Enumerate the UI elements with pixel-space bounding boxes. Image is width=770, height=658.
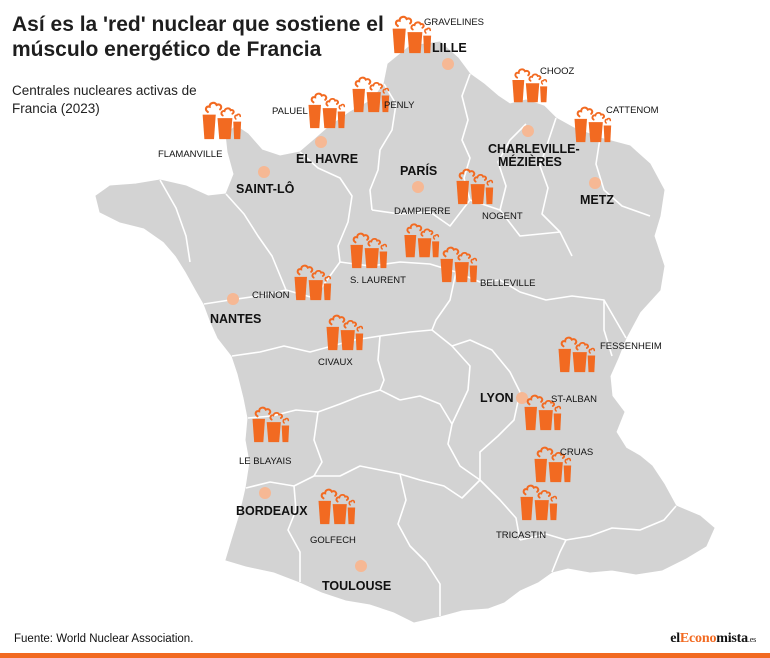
city-label-el-havre: EL HAVRE bbox=[296, 152, 358, 166]
brand-accent: Econo bbox=[679, 631, 717, 646]
plant-label-gravelines: GRAVELINES bbox=[424, 17, 484, 28]
city-label-lyon: LYON bbox=[480, 391, 514, 405]
plant-label-s-laurent: S. LAURENT bbox=[350, 275, 406, 286]
plant-label-civaux: CIVAUX bbox=[318, 357, 353, 368]
plant-icon-flamanville bbox=[201, 101, 242, 141]
plant-label-tricastin: TRICASTIN bbox=[496, 530, 546, 541]
plant-label-nogent: NOGENT bbox=[482, 211, 523, 222]
city-label-mezieres: MÉZIÈRES bbox=[498, 154, 562, 169]
plant-label-st-alban: ST-ALBAN bbox=[551, 394, 597, 405]
plant-icon-paluel bbox=[307, 92, 346, 130]
city-label-bordeaux: BORDEAUX bbox=[236, 504, 308, 518]
map-subtitle: Centrales nucleares activas de Francia (… bbox=[12, 83, 197, 116]
map-title: Así es la 'red' nuclear que sostiene el … bbox=[12, 13, 384, 61]
plant-label-dampierre: DAMPIERRE bbox=[394, 206, 450, 217]
plant-label-golfech: GOLFECH bbox=[310, 535, 356, 546]
plant-label-belleville: BELLEVILLE bbox=[480, 278, 535, 289]
brand-rest: mista bbox=[716, 631, 748, 646]
plant-label-paluel: PALUEL bbox=[272, 106, 308, 117]
city-label-saint-lo: SAINT-LÔ bbox=[236, 181, 295, 196]
city-label-metz: METZ bbox=[580, 193, 614, 207]
city-labels: LILLE EL HAVRE CHARLEVILLE- MÉZIÈRES SAI… bbox=[210, 41, 614, 593]
plant-label-cruas: CRUAS bbox=[560, 447, 593, 458]
plant-label-le-blayais: LE BLAYAIS bbox=[239, 456, 291, 467]
plant-label-chooz: CHOOZ bbox=[540, 66, 575, 77]
plant-label-cattenom: CATTENOM bbox=[606, 105, 659, 116]
city-label-charleville: CHARLEVILLE- bbox=[488, 142, 580, 156]
plant-labels: GRAVELINES CHOOZ CATTENOM PALUEL PENLY F… bbox=[158, 17, 662, 546]
city-label-nantes: NANTES bbox=[210, 312, 261, 326]
city-label-lille: LILLE bbox=[432, 41, 467, 55]
plant-label-penly: PENLY bbox=[384, 100, 415, 111]
plant-label-flamanville: FLAMANVILLE bbox=[158, 149, 222, 160]
brand-logo: elEconomista.es bbox=[670, 631, 756, 647]
brand-suffix: .es bbox=[747, 635, 756, 644]
bottom-accent-bar bbox=[0, 653, 770, 658]
source-note: Fuente: World Nuclear Association. bbox=[14, 633, 194, 645]
region-borders bbox=[159, 73, 677, 616]
city-label-paris: PARÍS bbox=[400, 163, 437, 178]
city-dots bbox=[227, 58, 601, 572]
brand-prefix: el bbox=[670, 631, 680, 646]
plant-label-fessenheim: FESSENHEIM bbox=[600, 341, 662, 352]
city-label-toulouse: TOULOUSE bbox=[322, 579, 391, 593]
plant-label-chinon: CHINON bbox=[252, 290, 290, 301]
